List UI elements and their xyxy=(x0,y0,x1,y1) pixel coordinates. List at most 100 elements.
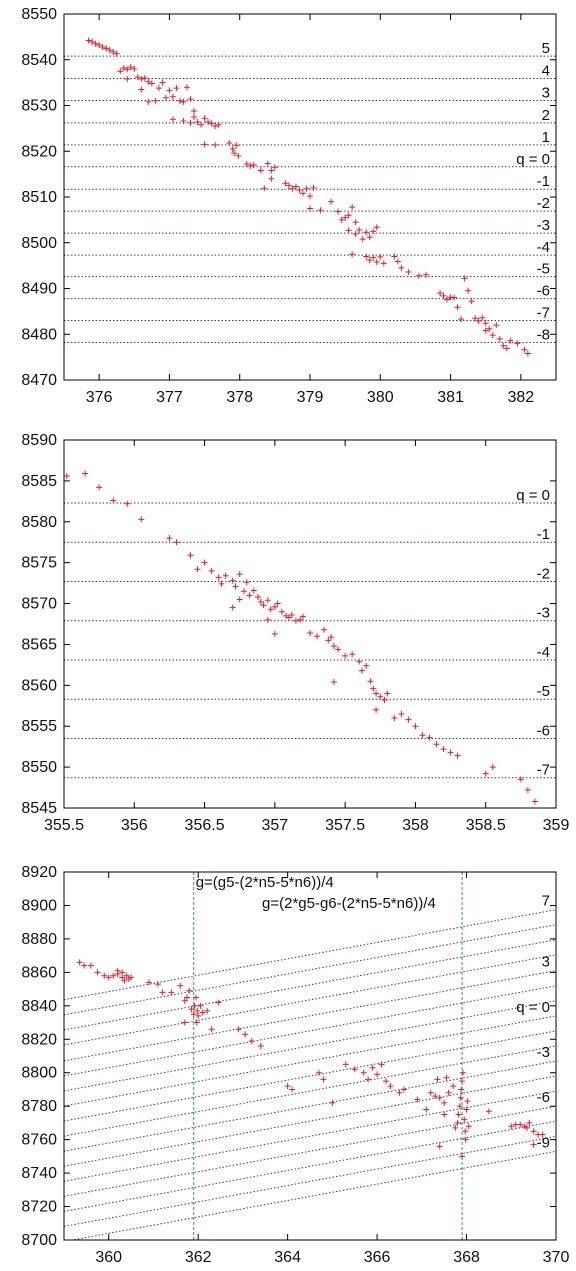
data-point xyxy=(370,685,377,692)
data-point xyxy=(458,316,465,323)
x-tick-label: 357 xyxy=(262,817,289,834)
data-point xyxy=(233,142,240,149)
data-point xyxy=(317,207,324,214)
data-point xyxy=(444,296,451,303)
data-point xyxy=(335,208,342,215)
data-point xyxy=(250,587,257,594)
data-point xyxy=(204,1007,211,1014)
data-point xyxy=(454,752,461,759)
x-tick-label: 356 xyxy=(121,817,148,834)
data-point xyxy=(539,1131,546,1138)
data-point xyxy=(257,167,264,174)
q-line xyxy=(64,1135,556,1227)
data-point xyxy=(186,987,193,994)
q-line xyxy=(64,1030,556,1122)
q-line-label: 5 xyxy=(542,40,550,57)
data-point xyxy=(489,332,496,339)
data-point xyxy=(374,1071,381,1078)
q-line-label: -9 xyxy=(537,1134,550,1151)
data-point xyxy=(181,997,188,1004)
y-tick-label: 8530 xyxy=(21,98,57,115)
y-tick-label: 8580 xyxy=(21,514,57,531)
x-tick-label: 368 xyxy=(453,1249,480,1266)
plot-area xyxy=(64,37,556,357)
q-line-label: -1 xyxy=(537,173,550,190)
data-point xyxy=(236,596,243,603)
data-point xyxy=(363,229,370,236)
y-tick-label: 8545 xyxy=(21,800,57,817)
data-point xyxy=(124,75,131,82)
data-point xyxy=(489,764,496,771)
data-point xyxy=(314,633,321,640)
y-tick-label: 8575 xyxy=(21,555,57,572)
data-point xyxy=(378,1061,385,1068)
y-tick-label: 8800 xyxy=(21,1065,57,1082)
data-point xyxy=(391,715,398,722)
data-point xyxy=(120,64,127,71)
data-point xyxy=(82,470,89,477)
data-point xyxy=(307,205,313,212)
data-point xyxy=(198,121,205,128)
data-point xyxy=(462,1136,469,1143)
data-point xyxy=(465,287,472,294)
data-point xyxy=(482,327,489,334)
data-point xyxy=(264,616,271,623)
data-point xyxy=(373,690,380,697)
q-line xyxy=(64,985,556,1077)
chart-panel-1: 5 4 3 2 1 q = 0 -1 -2 -3 -4 -5 -6 -7 -8 8470 8480 8490 85… xyxy=(21,6,557,406)
data-point xyxy=(459,1078,466,1085)
data-point xyxy=(101,972,108,979)
data-point xyxy=(307,193,313,200)
data-point xyxy=(325,637,332,644)
data-point xyxy=(215,999,222,1006)
q-line-label: q = 0 xyxy=(516,151,550,168)
data-point xyxy=(155,85,162,92)
data-point xyxy=(370,228,377,235)
data-point xyxy=(81,962,88,969)
data-point xyxy=(154,981,161,988)
data-point xyxy=(381,697,388,704)
data-point xyxy=(524,787,531,794)
q-line-label: -7 xyxy=(537,762,550,779)
data-point xyxy=(289,185,296,192)
data-point xyxy=(181,1019,188,1026)
data-point xyxy=(450,1083,457,1090)
data-point xyxy=(180,98,187,105)
q-line xyxy=(69,1150,556,1240)
data-point xyxy=(398,264,405,271)
data-point xyxy=(201,559,208,566)
data-point xyxy=(166,87,173,94)
data-point xyxy=(250,161,257,168)
data-point xyxy=(391,253,398,260)
q-line xyxy=(64,1045,556,1137)
q-line-label: 7 xyxy=(542,893,550,910)
data-point xyxy=(349,251,356,258)
q-line-label: -2 xyxy=(537,195,550,212)
data-point xyxy=(523,1124,530,1131)
q-line-label: -7 xyxy=(537,305,550,322)
y-tick-label: 8740 xyxy=(21,1165,57,1182)
data-point xyxy=(64,472,70,479)
data-point xyxy=(113,50,120,57)
data-point xyxy=(321,626,328,633)
data-point xyxy=(212,141,219,148)
data-point xyxy=(229,145,236,152)
data-point xyxy=(451,294,458,301)
q-line-label: -3 xyxy=(537,605,550,622)
data-point xyxy=(121,977,128,984)
data-point xyxy=(366,257,373,264)
data-point xyxy=(458,1086,465,1093)
data-point xyxy=(345,227,352,234)
data-point xyxy=(440,746,447,753)
data-point xyxy=(271,164,278,171)
y-tick-label: 8550 xyxy=(21,759,57,776)
data-point xyxy=(373,258,380,265)
data-point xyxy=(345,212,352,219)
data-point xyxy=(138,86,145,93)
data-point xyxy=(330,679,337,686)
data-point xyxy=(352,219,359,226)
data-point xyxy=(215,121,222,128)
data-point xyxy=(530,1128,537,1135)
x-tick-label: 359 xyxy=(543,817,570,834)
data-point xyxy=(434,1076,441,1083)
